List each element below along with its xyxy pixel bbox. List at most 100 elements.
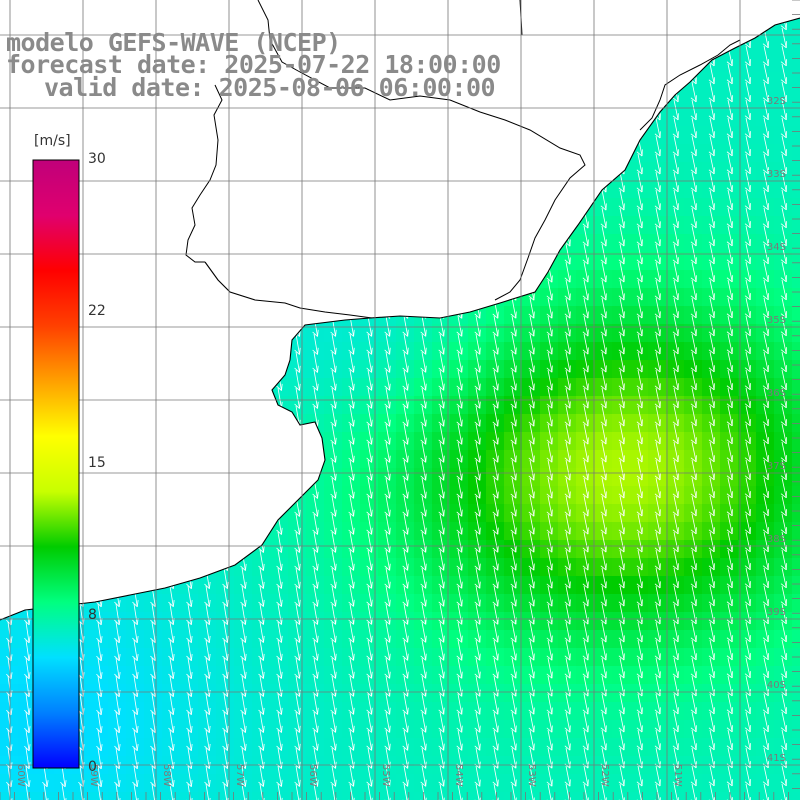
speed-cell xyxy=(216,234,235,253)
speed-cell xyxy=(540,396,559,415)
wind-arrow xyxy=(96,279,103,302)
speed-cell xyxy=(504,792,523,800)
speed-cell xyxy=(378,324,397,343)
speed-cell xyxy=(378,432,397,451)
speed-cell xyxy=(378,612,397,631)
speed-cell xyxy=(630,72,649,91)
speed-cell xyxy=(234,108,253,127)
wind-arrow xyxy=(204,171,211,193)
speed-cell xyxy=(792,342,800,361)
speed-cell xyxy=(126,162,145,181)
speed-cell xyxy=(342,612,361,631)
wind-arrow xyxy=(348,261,355,283)
title-valid-date: valid date: 2025-08-06 06:00:00 xyxy=(44,73,496,102)
speed-cell xyxy=(162,504,181,523)
speed-cell xyxy=(594,18,613,37)
wind-arrow xyxy=(114,99,121,122)
wind-arrow xyxy=(6,495,13,518)
speed-cell xyxy=(108,486,127,505)
speed-cell xyxy=(414,162,433,181)
wind-arrow xyxy=(420,27,427,49)
wind-arrow xyxy=(204,441,211,463)
speed-cell xyxy=(90,648,109,667)
speed-cell xyxy=(342,504,361,523)
speed-cell xyxy=(540,72,559,91)
wind-arrow xyxy=(24,243,31,266)
speed-cell xyxy=(522,612,541,631)
speed-cell xyxy=(306,630,325,649)
speed-cell xyxy=(0,288,19,307)
speed-cell xyxy=(324,162,343,181)
wind-arrow xyxy=(276,477,283,499)
speed-cell xyxy=(198,558,217,577)
speed-cell xyxy=(144,738,163,757)
wind-arrow xyxy=(24,261,31,284)
wind-arrow xyxy=(240,495,247,517)
wind-arrow xyxy=(294,225,301,247)
speed-cell xyxy=(270,360,289,379)
speed-cell xyxy=(486,378,505,397)
speed-cell xyxy=(198,702,217,721)
wind-arrow xyxy=(672,27,679,49)
wind-arrow xyxy=(114,171,121,194)
wind-arrow xyxy=(150,225,157,248)
wind-arrow xyxy=(528,9,535,31)
speed-cell xyxy=(360,450,379,469)
wind-arrow xyxy=(564,207,571,229)
speed-cell xyxy=(450,0,469,19)
speed-cell xyxy=(486,18,505,37)
speed-cell xyxy=(504,504,523,523)
speed-cell xyxy=(522,720,541,739)
wind-arrow xyxy=(636,81,643,103)
wind-arrow xyxy=(438,261,445,283)
wind-arrow xyxy=(492,117,499,139)
speed-cell xyxy=(198,270,217,289)
speed-cell xyxy=(216,576,235,595)
speed-cell xyxy=(288,252,307,271)
wind-arrow xyxy=(96,243,103,266)
wind-arrow xyxy=(222,531,229,553)
wind-arrow xyxy=(132,387,139,410)
speed-cell xyxy=(522,576,541,595)
wind-arrow xyxy=(96,333,103,356)
speed-cell xyxy=(324,522,343,541)
wind-arrow xyxy=(150,279,157,302)
wind-arrow xyxy=(402,117,409,139)
wind-arrow xyxy=(294,189,301,211)
wind-arrow xyxy=(6,405,13,428)
speed-cell xyxy=(360,252,379,271)
wind-arrow xyxy=(24,423,31,446)
speed-cell xyxy=(162,234,181,253)
speed-cell xyxy=(324,378,343,397)
latitude-label: 38S xyxy=(767,534,786,545)
speed-cell xyxy=(0,702,19,721)
wind-arrow xyxy=(186,315,193,337)
wind-arrow xyxy=(24,495,31,518)
wind-arrow xyxy=(564,63,571,85)
speed-cell xyxy=(252,504,271,523)
speed-cell xyxy=(270,216,289,235)
wind-arrow xyxy=(6,477,13,500)
speed-cell xyxy=(414,504,433,523)
speed-cell xyxy=(432,594,451,613)
speed-cell xyxy=(378,180,397,199)
speed-cell xyxy=(162,216,181,235)
speed-cell xyxy=(54,0,73,19)
speed-cell xyxy=(612,234,631,253)
wind-arrow xyxy=(132,477,139,500)
speed-cell xyxy=(576,342,595,361)
speed-cell xyxy=(342,198,361,217)
wind-arrow xyxy=(150,495,157,518)
speed-cell xyxy=(576,666,595,685)
speed-cell xyxy=(450,342,469,361)
speed-cell xyxy=(36,0,55,19)
speed-cell xyxy=(432,702,451,721)
wind-arrow xyxy=(438,189,445,211)
wind-arrow xyxy=(186,189,193,211)
wind-arrow xyxy=(276,441,283,463)
wind-arrow xyxy=(24,351,31,374)
speed-cell xyxy=(486,414,505,433)
wind-arrow xyxy=(168,459,175,482)
speed-cell xyxy=(666,0,685,19)
wind-arrow xyxy=(168,549,175,572)
